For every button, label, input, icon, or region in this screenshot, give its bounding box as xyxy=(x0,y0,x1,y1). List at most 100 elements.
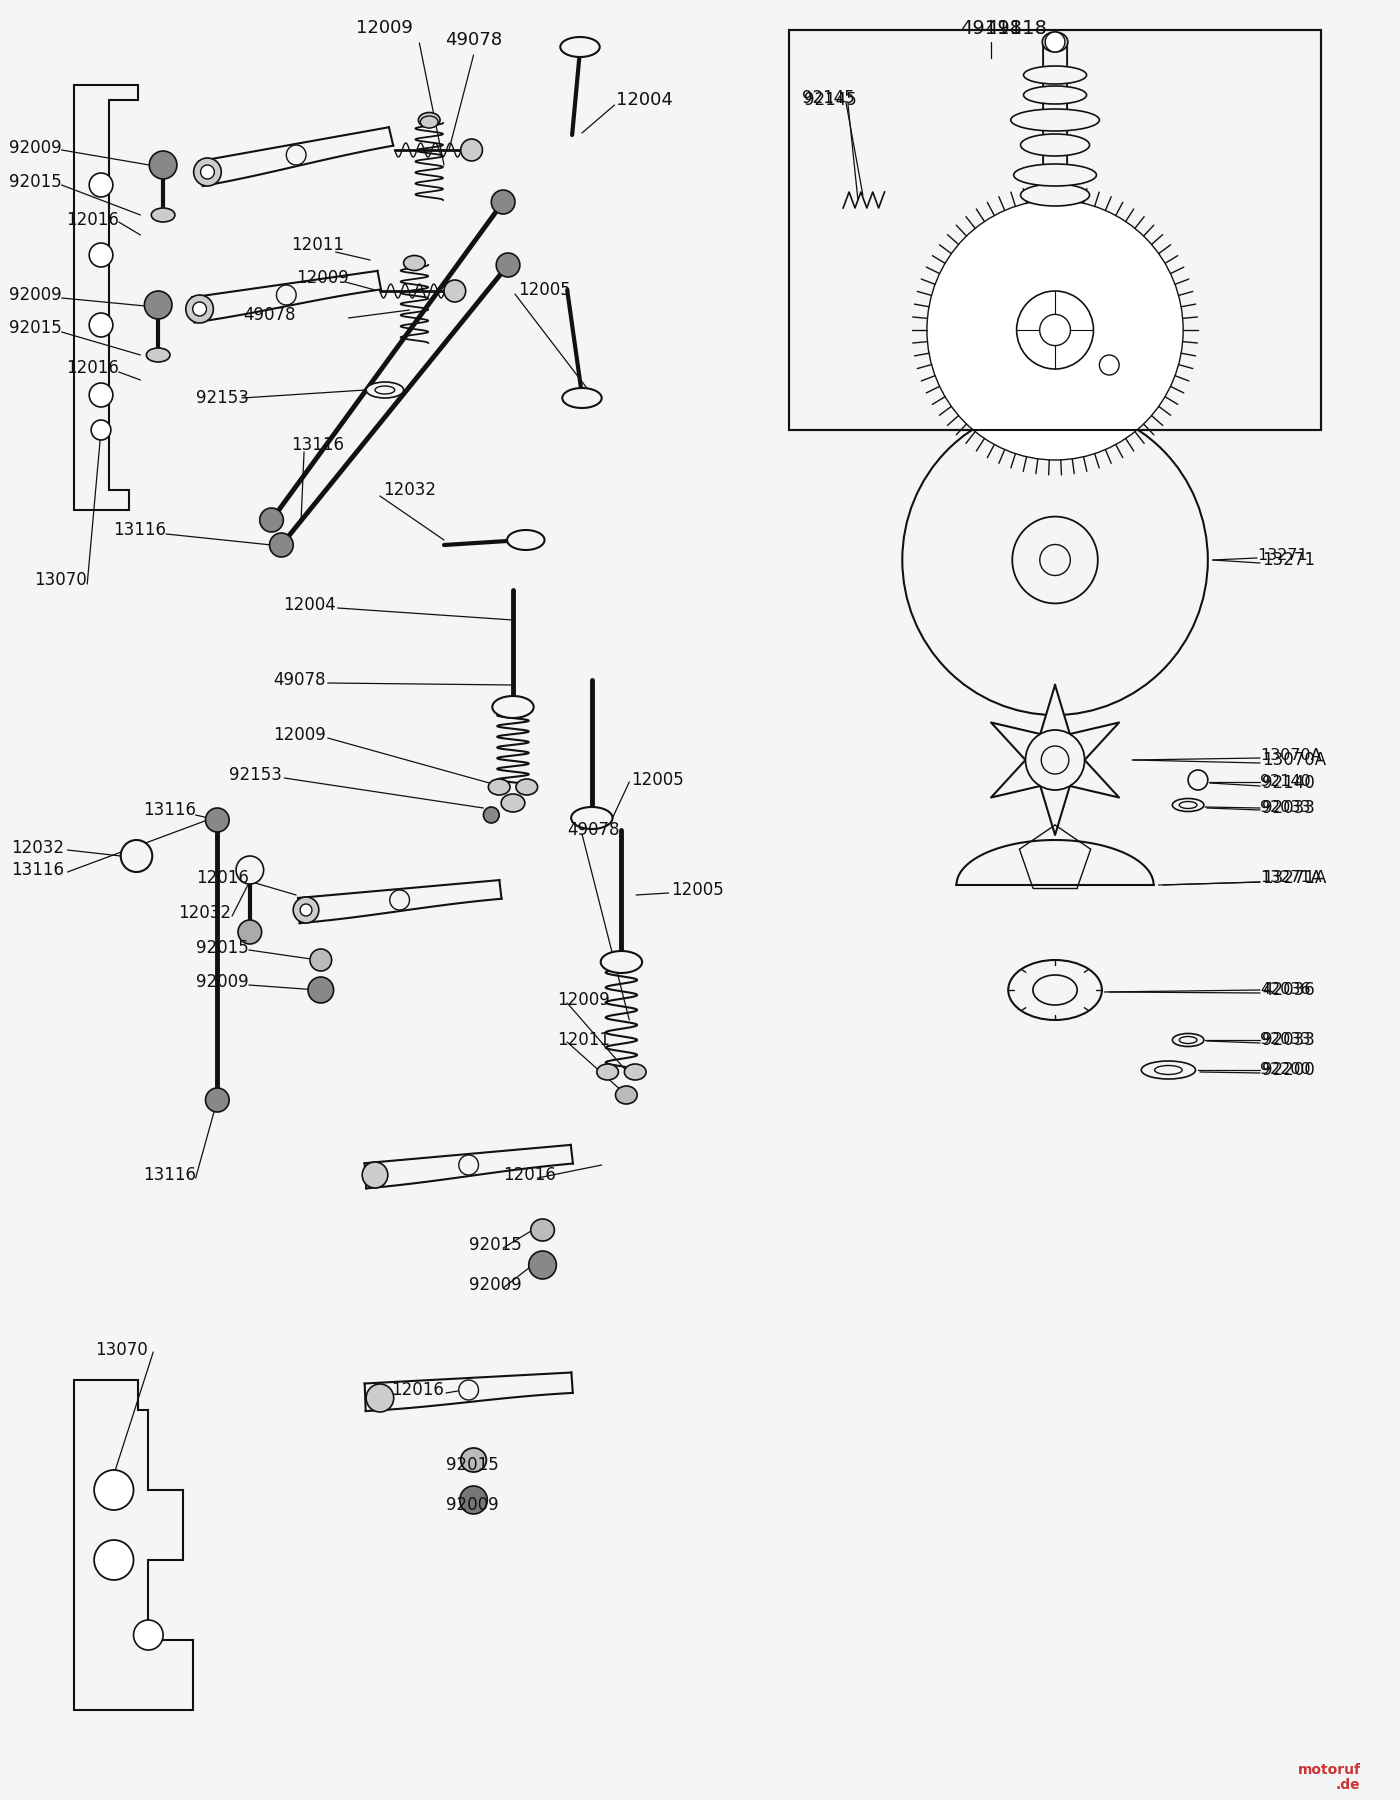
Ellipse shape xyxy=(1172,799,1204,812)
Circle shape xyxy=(363,1163,388,1188)
Text: 12016: 12016 xyxy=(66,358,119,376)
Circle shape xyxy=(238,920,262,943)
Circle shape xyxy=(287,146,307,166)
Text: 13116: 13116 xyxy=(113,520,167,538)
Circle shape xyxy=(206,808,230,832)
Text: motoruf: motoruf xyxy=(1298,1762,1361,1777)
Circle shape xyxy=(491,191,515,214)
Circle shape xyxy=(496,254,519,277)
Circle shape xyxy=(94,1541,133,1580)
Text: .de: .de xyxy=(1336,1778,1361,1793)
Text: 12032: 12032 xyxy=(178,904,231,922)
Circle shape xyxy=(367,1384,393,1411)
Text: 12016: 12016 xyxy=(66,211,119,229)
Text: 92015: 92015 xyxy=(447,1456,498,1474)
Circle shape xyxy=(206,1087,230,1112)
Circle shape xyxy=(90,173,113,196)
Circle shape xyxy=(1042,745,1068,774)
Text: 92009: 92009 xyxy=(469,1276,521,1294)
Ellipse shape xyxy=(375,385,395,394)
Text: 92009: 92009 xyxy=(8,286,62,304)
Ellipse shape xyxy=(624,1064,645,1080)
Circle shape xyxy=(90,243,113,266)
Ellipse shape xyxy=(1141,1060,1196,1078)
Circle shape xyxy=(1016,292,1093,369)
Text: 92153: 92153 xyxy=(196,389,249,407)
Text: 12004: 12004 xyxy=(283,596,336,614)
Text: 92140: 92140 xyxy=(1261,774,1315,792)
Circle shape xyxy=(459,1381,479,1400)
Circle shape xyxy=(276,284,297,304)
Text: 92015: 92015 xyxy=(8,319,62,337)
Ellipse shape xyxy=(461,1447,486,1472)
Circle shape xyxy=(91,419,111,439)
Text: 12005: 12005 xyxy=(518,281,571,299)
Ellipse shape xyxy=(1008,959,1102,1021)
Text: 92033: 92033 xyxy=(1260,1033,1310,1048)
Text: 12004: 12004 xyxy=(616,92,673,110)
Bar xyxy=(1043,40,1067,225)
Circle shape xyxy=(293,896,319,923)
Circle shape xyxy=(927,200,1183,461)
Text: 49078: 49078 xyxy=(273,671,326,689)
Circle shape xyxy=(459,1487,487,1514)
Ellipse shape xyxy=(507,529,545,551)
Text: 49078: 49078 xyxy=(567,821,620,839)
Circle shape xyxy=(120,841,153,871)
Text: 13116: 13116 xyxy=(143,801,196,819)
Ellipse shape xyxy=(1023,86,1086,104)
Ellipse shape xyxy=(147,347,169,362)
Ellipse shape xyxy=(1172,1033,1204,1046)
Text: 42036: 42036 xyxy=(1261,981,1315,999)
Text: 92009: 92009 xyxy=(196,974,248,992)
Circle shape xyxy=(1040,315,1071,346)
Ellipse shape xyxy=(489,779,510,796)
Circle shape xyxy=(150,151,176,178)
Ellipse shape xyxy=(563,389,602,409)
Circle shape xyxy=(270,533,293,556)
Bar xyxy=(790,31,1322,430)
Text: 13070: 13070 xyxy=(35,571,87,589)
Polygon shape xyxy=(991,686,1119,835)
Text: 13116: 13116 xyxy=(291,436,344,454)
Circle shape xyxy=(237,857,263,884)
Ellipse shape xyxy=(1179,1037,1197,1044)
Circle shape xyxy=(389,889,410,911)
Ellipse shape xyxy=(1179,801,1197,808)
Ellipse shape xyxy=(517,779,538,796)
Text: 49118: 49118 xyxy=(960,18,1022,38)
Text: 92015: 92015 xyxy=(8,173,62,191)
Ellipse shape xyxy=(1021,184,1089,205)
Circle shape xyxy=(90,313,113,337)
Text: 12016: 12016 xyxy=(503,1166,556,1184)
Circle shape xyxy=(308,977,333,1003)
Text: 92015: 92015 xyxy=(469,1237,521,1255)
Text: 13271A: 13271A xyxy=(1260,871,1322,886)
Ellipse shape xyxy=(419,112,440,128)
Circle shape xyxy=(1012,517,1098,603)
Ellipse shape xyxy=(501,794,525,812)
Ellipse shape xyxy=(461,139,483,160)
Text: 92033: 92033 xyxy=(1261,799,1315,817)
Ellipse shape xyxy=(1155,1066,1182,1075)
Text: 13070A: 13070A xyxy=(1261,751,1326,769)
Circle shape xyxy=(459,1156,479,1175)
Circle shape xyxy=(200,166,214,178)
Circle shape xyxy=(133,1620,164,1651)
Text: 12005: 12005 xyxy=(631,770,685,788)
Text: 92200: 92200 xyxy=(1260,1062,1310,1078)
Text: 13271A: 13271A xyxy=(1261,869,1326,887)
Text: 92140: 92140 xyxy=(1260,774,1310,790)
Circle shape xyxy=(94,1471,133,1510)
Text: 49078: 49078 xyxy=(445,31,503,49)
Text: 12016: 12016 xyxy=(391,1381,444,1399)
Circle shape xyxy=(1040,544,1071,576)
Text: 13271: 13271 xyxy=(1261,551,1315,569)
Text: 92033: 92033 xyxy=(1260,801,1310,815)
Text: 13070A: 13070A xyxy=(1260,747,1322,763)
Text: 12005: 12005 xyxy=(671,880,724,898)
Text: 13116: 13116 xyxy=(11,860,64,878)
Ellipse shape xyxy=(601,950,643,974)
Circle shape xyxy=(902,405,1208,715)
Text: 92009: 92009 xyxy=(447,1496,498,1514)
